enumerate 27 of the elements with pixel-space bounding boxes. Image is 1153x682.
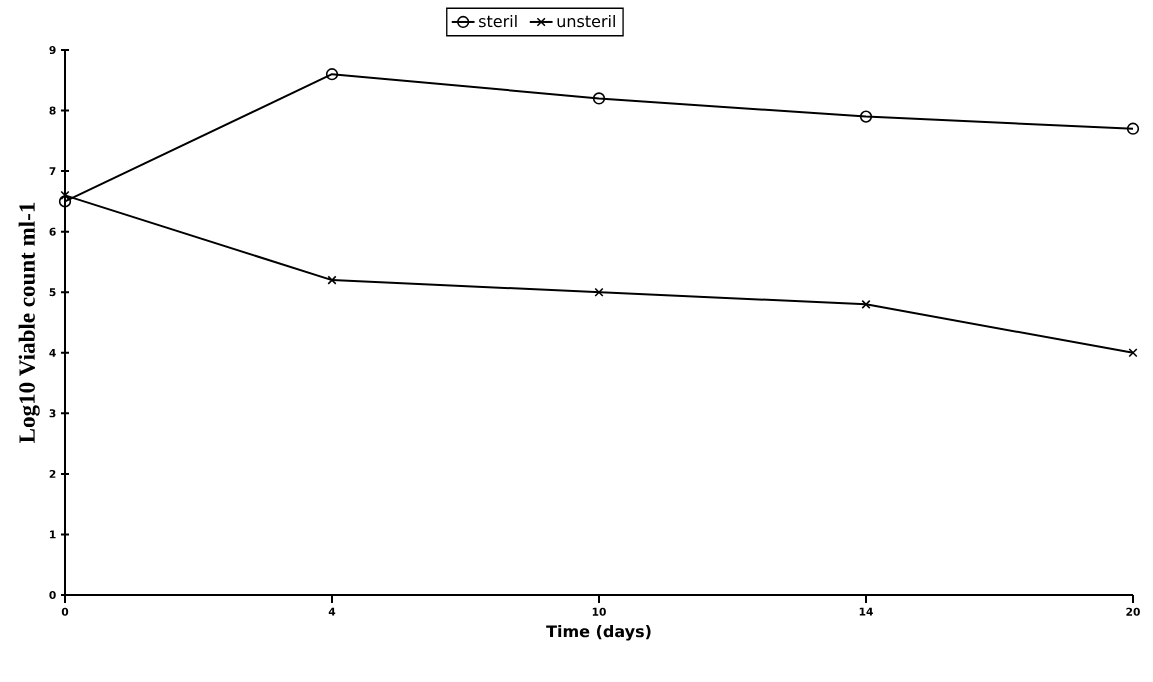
point <box>1128 348 1138 358</box>
y-tick-label: 0 <box>49 590 56 600</box>
x-tick-label: 14 <box>859 607 873 616</box>
y-tick-label: 9 <box>49 45 56 55</box>
point <box>327 275 337 285</box>
legend-label: steril <box>479 14 517 28</box>
y-tick-label: 3 <box>49 409 56 418</box>
point <box>1126 122 1140 135</box>
y-axis-title: Log10 Viable count ml-1 <box>18 202 40 443</box>
x-tick-label: 0 <box>61 607 69 616</box>
y-tick-label: 2 <box>49 469 56 478</box>
point <box>592 92 606 105</box>
x-tick-label: 20 <box>1126 607 1140 616</box>
point <box>325 68 339 81</box>
point <box>861 299 871 309</box>
y-tick-label: 7 <box>49 167 56 175</box>
y-tick-label: 8 <box>49 106 56 115</box>
x-tick-label: 10 <box>592 607 606 616</box>
legend-label: unsteril <box>557 14 615 28</box>
x-axis-title: Time (days) <box>546 624 651 641</box>
y-tick-label: 4 <box>49 348 56 357</box>
point <box>859 110 873 123</box>
y-tick-label: 1 <box>50 530 56 539</box>
point <box>594 287 604 297</box>
y-tick-label: 5 <box>49 288 56 297</box>
y-tick-label: 6 <box>49 227 56 236</box>
x-tick-label: 4 <box>328 607 336 616</box>
